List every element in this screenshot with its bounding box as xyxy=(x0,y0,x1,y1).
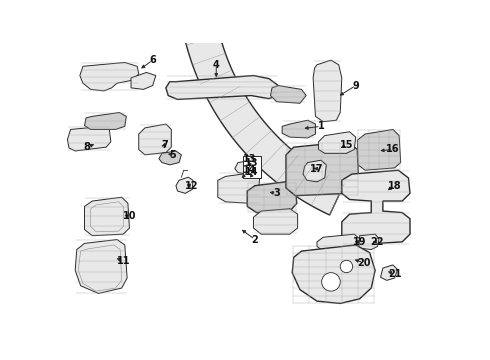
Text: 8: 8 xyxy=(83,142,90,152)
Text: 15: 15 xyxy=(340,140,353,150)
Text: 19: 19 xyxy=(353,237,367,247)
Text: 10: 10 xyxy=(122,211,136,221)
Circle shape xyxy=(340,260,353,273)
Text: 14: 14 xyxy=(245,167,259,177)
Text: 6: 6 xyxy=(149,55,156,65)
Text: 20: 20 xyxy=(357,258,370,267)
Text: 2: 2 xyxy=(252,235,258,244)
Polygon shape xyxy=(253,209,297,234)
Polygon shape xyxy=(80,62,139,91)
Polygon shape xyxy=(282,120,316,138)
Polygon shape xyxy=(84,112,126,130)
Circle shape xyxy=(321,273,340,291)
Text: 17: 17 xyxy=(310,164,324,174)
Polygon shape xyxy=(318,132,356,153)
Polygon shape xyxy=(359,234,379,249)
Polygon shape xyxy=(131,72,156,89)
Text: 11: 11 xyxy=(117,256,130,266)
Polygon shape xyxy=(75,239,127,293)
Text: 16: 16 xyxy=(386,144,400,154)
Polygon shape xyxy=(178,0,344,215)
Polygon shape xyxy=(218,172,260,203)
Polygon shape xyxy=(84,197,129,236)
Polygon shape xyxy=(313,60,342,122)
FancyBboxPatch shape xyxy=(243,156,261,178)
Polygon shape xyxy=(166,76,278,99)
Polygon shape xyxy=(235,160,257,174)
Polygon shape xyxy=(317,234,361,251)
Text: 12: 12 xyxy=(185,181,198,191)
Polygon shape xyxy=(342,170,410,245)
Polygon shape xyxy=(159,151,181,165)
Text: 1: 1 xyxy=(318,121,324,131)
Text: 4: 4 xyxy=(213,60,220,70)
Text: 13: 13 xyxy=(245,158,259,167)
Polygon shape xyxy=(286,142,359,195)
Polygon shape xyxy=(68,126,111,151)
Polygon shape xyxy=(381,265,397,280)
Text: 21: 21 xyxy=(388,269,401,279)
Text: 9: 9 xyxy=(352,81,359,91)
Text: 3: 3 xyxy=(273,188,280,198)
Polygon shape xyxy=(303,160,326,182)
Text: 14: 14 xyxy=(243,165,256,175)
Text: 5: 5 xyxy=(170,150,176,160)
Text: 22: 22 xyxy=(371,237,384,247)
Text: 13: 13 xyxy=(243,154,256,164)
Polygon shape xyxy=(247,182,297,213)
Polygon shape xyxy=(357,130,401,170)
Polygon shape xyxy=(270,86,306,103)
Text: 7: 7 xyxy=(162,140,169,150)
Polygon shape xyxy=(292,245,375,303)
Polygon shape xyxy=(139,124,172,155)
Polygon shape xyxy=(176,177,193,193)
Text: 18: 18 xyxy=(388,181,401,191)
